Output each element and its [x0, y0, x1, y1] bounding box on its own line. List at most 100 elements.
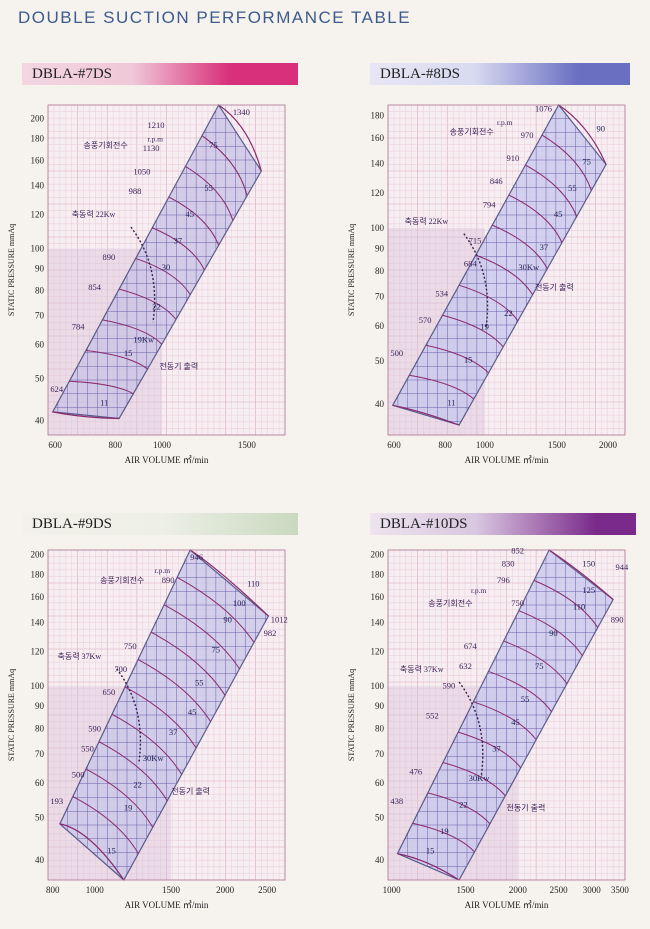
speed-curve: [201, 135, 248, 196]
power-label: 45: [511, 717, 520, 727]
rpm-label: 534: [435, 288, 449, 298]
rpm-label: 570: [419, 315, 432, 325]
rpm-label: 438: [390, 796, 403, 806]
rpm-label: 750: [511, 598, 524, 608]
motor-output-curve: [116, 668, 142, 764]
rpm-label: 476: [409, 766, 422, 776]
rpm-label: 1340: [233, 107, 250, 117]
motor-output-curve: [463, 233, 489, 329]
power-label: 55: [521, 694, 530, 704]
x-axis-label: AIR VOLUME ㎥/min: [125, 900, 209, 910]
rpm-label: 1050: [133, 166, 150, 176]
power-label: 19Kw: [133, 335, 155, 345]
rpm-label: 650: [103, 687, 116, 697]
rpm-label: 552: [426, 710, 439, 720]
rpm-caption: 송풍기회전수: [84, 140, 128, 150]
y-tick-label: 100: [371, 681, 385, 691]
rpm-label: 632: [459, 661, 472, 671]
power-label: 19: [440, 826, 449, 836]
y-tick-label: 60: [35, 778, 45, 788]
motor-output-caption: 전동기 출력: [507, 803, 546, 813]
motor-output-caption: 전동기 출력: [159, 361, 198, 371]
y-tick-label: 140: [31, 617, 45, 627]
motor-output-caption: 전동기 출력: [171, 786, 210, 796]
rpm-label: 684: [464, 259, 478, 269]
x-tick-label: 800: [46, 885, 60, 895]
model-label: DBLA-#8DS: [380, 66, 461, 82]
power-label: 110: [573, 601, 585, 611]
speed-curve: [458, 284, 519, 322]
power-label: 30Kw: [469, 773, 491, 783]
y-tick-label: 50: [375, 356, 385, 366]
model-banner: DBLA-#10DS: [370, 513, 636, 535]
speed-curve: [492, 224, 548, 269]
y-tick-label: 70: [375, 292, 385, 302]
x-tick-label: 1000: [383, 885, 402, 895]
y-axis-label: STATIC PRESSURE mmAq: [347, 669, 356, 761]
y-tick-label: 180: [371, 110, 385, 120]
shaft-power-caption: 축동력 37Kw: [57, 651, 101, 661]
power-label: 15: [464, 354, 473, 364]
shaft-power-caption: 축동력 37Kw: [400, 664, 444, 674]
x-axis-label: AIR VOLUME ㎥/min: [465, 455, 549, 465]
rpm-caption: 송풍기회전수: [450, 127, 494, 137]
y-tick-label: 120: [371, 188, 385, 198]
power-label: 30: [162, 262, 171, 272]
y-tick-label: 160: [371, 133, 385, 143]
model-banner: DBLA-#7DS: [22, 63, 298, 85]
power-label: 19: [124, 803, 133, 813]
rpm-label: 750: [124, 641, 137, 651]
plot-frame: [387, 104, 626, 436]
rpm-label: 854: [88, 282, 102, 292]
rpm-label: 946: [190, 552, 203, 562]
rpm-label: 784: [72, 321, 86, 331]
rpm-label: 890: [162, 575, 175, 585]
performance-chart: 40 50 60 70 80 90 100 120 140 160 180 600 800 1000 150…: [347, 103, 626, 465]
power-label: 45: [188, 707, 197, 717]
speed-curve: [85, 350, 148, 370]
x-tick-label: 3500: [611, 885, 630, 895]
speed-curve: [135, 257, 191, 296]
x-axis-label: AIR VOLUME ㎥/min: [125, 455, 209, 465]
speed-curve: [185, 165, 234, 221]
x-tick-label: 1500: [238, 440, 257, 450]
power-label: 45: [554, 209, 563, 219]
model-label: DBLA-#10DS: [380, 516, 468, 532]
power-label: 55: [568, 183, 577, 193]
y-tick-label: 200: [371, 550, 385, 560]
y-tick-label: 180: [31, 133, 45, 143]
rpm-caption: 송풍기회전수: [428, 598, 472, 608]
y-tick-label: 100: [371, 223, 385, 233]
rpm-label: 674: [464, 641, 478, 651]
power-label: 90: [223, 615, 232, 625]
rpm-unit-label: r.p.m: [155, 566, 171, 575]
x-tick-label: 1000: [153, 440, 172, 450]
y-tick-label: 50: [35, 813, 45, 823]
x-axis-label: AIR VOLUME ㎥/min: [465, 900, 549, 910]
rpm-unit-label: r.p.m: [148, 134, 164, 143]
speed-curve: [488, 670, 552, 712]
max-speed-curve: [189, 549, 269, 617]
model-label: DBLA-#7DS: [32, 66, 113, 82]
rpm-caption: 송풍기회전수: [100, 575, 144, 585]
shaft-power-caption: 축동력 22Kw: [72, 209, 116, 219]
y-tick-label: 60: [375, 321, 385, 331]
max-speed-curve: [558, 104, 607, 165]
rpm-label: 700: [114, 664, 127, 674]
speed-curve: [508, 194, 563, 243]
rpm-label: 944: [616, 562, 630, 572]
y-tick-label: 140: [371, 159, 385, 169]
operating-band: [391, 103, 607, 426]
rpm-label: 1076: [535, 104, 552, 114]
speed-curve: [102, 319, 163, 345]
power-label: 22: [133, 780, 142, 790]
speed-curve: [518, 610, 583, 656]
power-label: 90: [597, 123, 606, 133]
performance-chart: 40 50 60 70 80 90 100 120 140 160 180 200 1000 1500 20…: [347, 545, 630, 910]
y-tick-label: 120: [31, 209, 45, 219]
y-tick-label: 90: [35, 701, 45, 711]
y-tick-label: 60: [35, 339, 45, 349]
speed-curve: [72, 796, 139, 854]
x-tick-label: 1500: [457, 885, 476, 895]
